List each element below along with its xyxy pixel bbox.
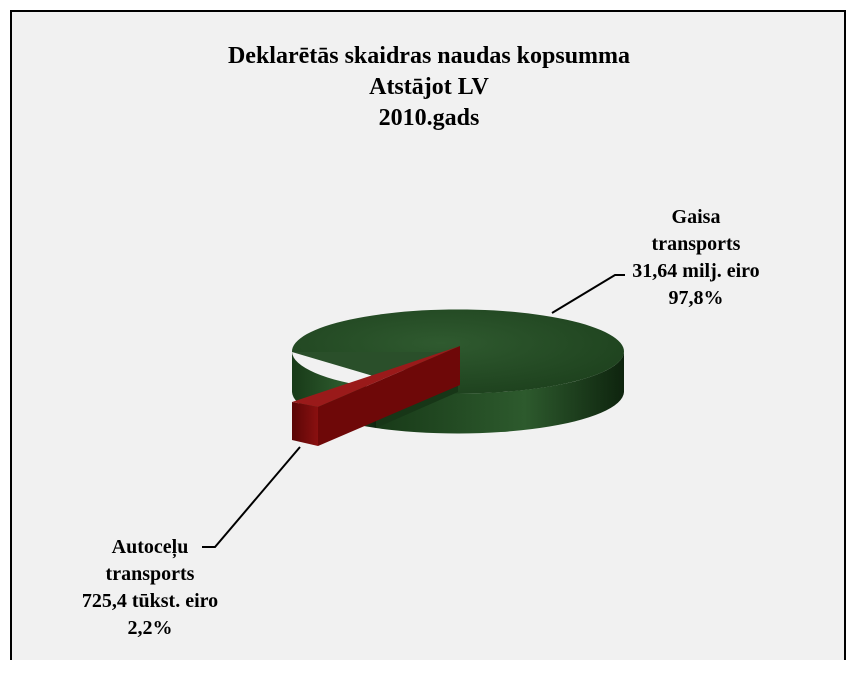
slice-inner-gaisa xyxy=(292,352,458,378)
label-line: 725,4 tūkst. eiro xyxy=(82,590,218,612)
label-line: Gaisa xyxy=(672,206,721,228)
slice-side-gaisa-front xyxy=(376,352,624,434)
data-label-gaisa: Gaisa transports 31,64 milj. eiro 97,8% xyxy=(632,206,759,309)
label-line: transports xyxy=(106,563,195,585)
title-line: Atstājot LV xyxy=(369,74,489,100)
label-line: transports xyxy=(652,233,741,255)
data-label-autocelu: Autoceļu transports 725,4 tūkst. eiro 2,… xyxy=(82,536,218,639)
chart-title: Deklarētās skaidras naudas kopsumma Atst… xyxy=(228,43,630,131)
leader-line-autocelu xyxy=(202,446,301,548)
leader-line-gaisa xyxy=(551,274,625,314)
slice-side-autocelu xyxy=(292,402,318,446)
title-line: Deklarētās skaidras naudas kopsumma xyxy=(228,43,630,69)
label-line: 97,8% xyxy=(669,287,724,309)
title-line: 2010.gads xyxy=(379,105,480,131)
label-line: 31,64 milj. eiro xyxy=(632,260,759,282)
slice-cut-autocelu xyxy=(318,346,460,446)
label-line: Autoceļu xyxy=(112,536,189,559)
pie-slice-autocelu-transports xyxy=(292,346,460,446)
slice-top-autocelu xyxy=(292,346,460,407)
label-line: 2,2% xyxy=(128,617,173,639)
